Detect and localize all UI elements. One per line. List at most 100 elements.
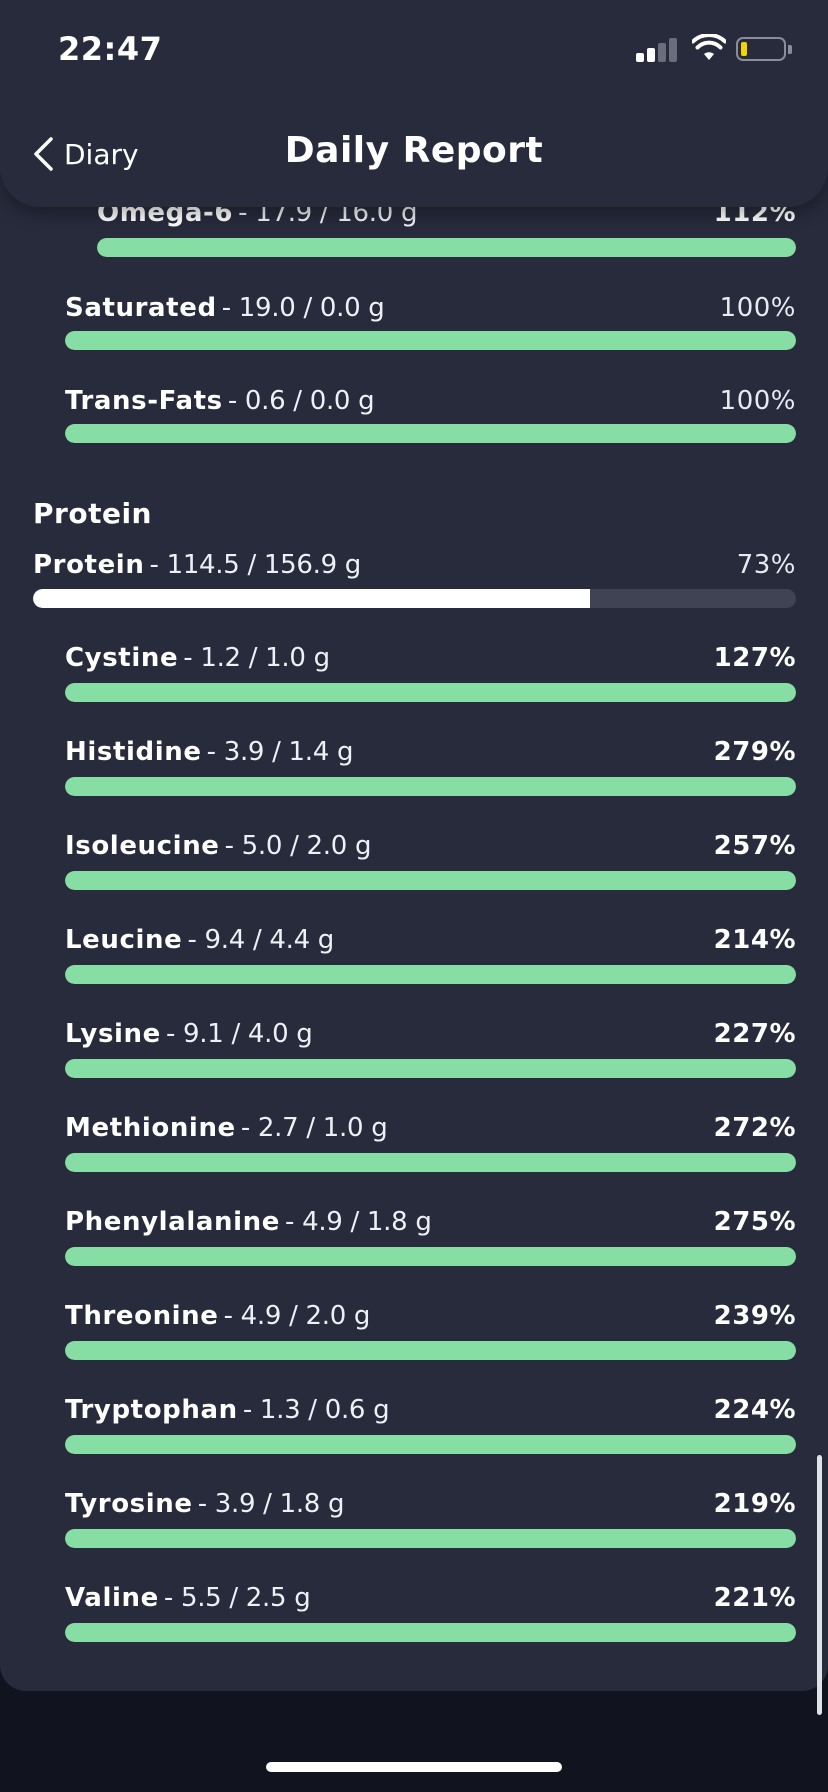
progress-bar	[65, 1341, 796, 1360]
nutrient-name: Isoleucine	[65, 831, 220, 861]
header: 22:47 Diary Daily Report	[0, 0, 828, 207]
progress-bar	[65, 1529, 796, 1548]
progress-fill	[65, 424, 796, 443]
wifi-icon	[692, 34, 726, 60]
nutrient-name: Tyrosine	[65, 1489, 193, 1519]
nutrient-name: Histidine	[65, 737, 202, 767]
nutrient-percent: 224%	[713, 1395, 796, 1425]
nutrient-percent: 275%	[713, 1207, 796, 1237]
progress-bar	[65, 424, 796, 443]
home-indicator[interactable]	[266, 1762, 562, 1772]
nutrient-row-cystine[interactable]: Cystine - 1.2 / 1.0 g 127%	[65, 643, 796, 702]
nutrient-row-tyrosine[interactable]: Tyrosine - 3.9 / 1.8 g 219%	[65, 1489, 796, 1548]
page-title: Daily Report	[284, 130, 544, 171]
nutrient-row-saturated[interactable]: Saturated - 19.0 / 0.0 g 100%	[65, 293, 796, 350]
nutrient-name: Valine	[65, 1583, 159, 1613]
back-label: Diary	[64, 137, 139, 171]
progress-fill	[65, 1059, 796, 1078]
progress-bar	[97, 238, 796, 257]
nutrient-amount: - 1.3 / 0.6 g	[242, 1395, 390, 1425]
nutrient-name: Leucine	[65, 925, 183, 955]
progress-fill	[65, 965, 796, 984]
section-title-protein: Protein	[33, 497, 152, 530]
battery-icon	[736, 37, 786, 61]
nutrient-row-lysine[interactable]: Lysine - 9.1 / 4.0 g 227%	[65, 1019, 796, 1078]
progress-bar	[33, 589, 796, 608]
nutrient-percent: 214%	[713, 925, 796, 955]
progress-fill	[65, 1435, 796, 1454]
nutrient-amount: - 5.0 / 2.0 g	[224, 831, 372, 861]
progress-fill	[65, 1529, 796, 1548]
nutrient-percent: 279%	[713, 737, 796, 767]
progress-bar	[65, 1435, 796, 1454]
nutrient-name: Protein	[33, 550, 145, 580]
nutrient-amount: - 1.2 / 1.0 g	[183, 643, 330, 673]
nutrient-row-tryptophan[interactable]: Tryptophan - 1.3 / 0.6 g 224%	[65, 1395, 796, 1454]
progress-bar	[65, 331, 796, 350]
nutrient-amount: - 4.9 / 1.8 g	[285, 1207, 432, 1237]
progress-fill	[65, 1341, 796, 1360]
report-card: Omega-6 - 17.9 / 16.0 g 112% Saturated -…	[0, 0, 828, 1691]
progress-bar	[65, 683, 796, 702]
progress-bar	[65, 1247, 796, 1266]
progress-bar	[65, 1059, 796, 1078]
progress-fill	[97, 238, 796, 257]
progress-bar	[65, 1623, 796, 1642]
nutrient-percent: 227%	[713, 1019, 796, 1049]
nutrient-percent: 221%	[713, 1583, 796, 1613]
nutrient-amount: - 4.9 / 2.0 g	[223, 1301, 371, 1331]
nutrient-percent: 73%	[736, 550, 796, 580]
nutrient-percent: 239%	[713, 1301, 796, 1331]
nutrient-amount: - 2.7 / 1.0 g	[240, 1113, 388, 1143]
progress-fill	[33, 589, 590, 608]
nutrient-name: Tryptophan	[65, 1395, 238, 1425]
nutrient-amount: - 9.1 / 4.0 g	[165, 1019, 313, 1049]
nutrient-amount: - 3.9 / 1.4 g	[206, 737, 354, 767]
scrollbar[interactable]	[817, 1455, 822, 1715]
nutrient-row-methionine[interactable]: Methionine - 2.7 / 1.0 g 272%	[65, 1113, 796, 1172]
nutrient-row-histidine[interactable]: Histidine - 3.9 / 1.4 g 279%	[65, 737, 796, 796]
progress-bar	[65, 965, 796, 984]
nutrient-row-protein[interactable]: Protein - 114.5 / 156.9 g 73%	[33, 550, 796, 608]
nutrient-amount: - 19.0 / 0.0 g	[221, 293, 385, 323]
progress-fill	[65, 871, 796, 890]
nutrient-amount: - 114.5 / 156.9 g	[149, 550, 362, 580]
nutrient-name: Saturated	[65, 293, 217, 323]
progress-fill	[65, 777, 796, 796]
nutrient-row-trans-fats[interactable]: Trans-Fats - 0.6 / 0.0 g 100%	[65, 386, 796, 443]
nutrient-row-isoleucine[interactable]: Isoleucine - 5.0 / 2.0 g 257%	[65, 831, 796, 890]
nutrient-percent: 127%	[713, 643, 796, 673]
nutrient-percent: 257%	[713, 831, 796, 861]
status-icons	[636, 34, 796, 64]
nutrient-name: Cystine	[65, 643, 179, 673]
back-button[interactable]: Diary	[32, 132, 139, 176]
nutrient-name: Threonine	[65, 1301, 219, 1331]
nutrient-name: Phenylalanine	[65, 1207, 280, 1237]
progress-fill	[65, 1623, 796, 1642]
nutrient-amount: - 0.6 / 0.0 g	[227, 386, 375, 416]
nutrient-row-phenylalanine[interactable]: Phenylalanine - 4.9 / 1.8 g 275%	[65, 1207, 796, 1266]
progress-bar	[65, 871, 796, 890]
nutrient-name: Lysine	[65, 1019, 161, 1049]
nutrient-percent: 100%	[719, 386, 796, 416]
progress-fill	[65, 1153, 796, 1172]
progress-fill	[65, 683, 796, 702]
nutrient-percent: 100%	[719, 293, 796, 323]
nutrient-row-valine[interactable]: Valine - 5.5 / 2.5 g 221%	[65, 1583, 796, 1642]
nutrient-amount: - 9.4 / 4.4 g	[187, 925, 334, 955]
nutrient-percent: 219%	[713, 1489, 796, 1519]
chevron-left-icon	[34, 137, 53, 171]
nutrient-row-leucine[interactable]: Leucine - 9.4 / 4.4 g 214%	[65, 925, 796, 984]
progress-bar	[65, 1153, 796, 1172]
nutrient-name: Methionine	[65, 1113, 236, 1143]
status-time: 22:47	[58, 30, 163, 68]
cellular-signal-icon	[636, 38, 680, 62]
nutrient-name: Trans-Fats	[65, 386, 223, 416]
nutrient-amount: - 5.5 / 2.5 g	[163, 1583, 311, 1613]
nutrient-amount: - 3.9 / 1.8 g	[197, 1489, 345, 1519]
nutrient-percent: 272%	[713, 1113, 796, 1143]
progress-fill	[65, 331, 796, 350]
progress-bar	[65, 777, 796, 796]
nutrient-row-threonine[interactable]: Threonine - 4.9 / 2.0 g 239%	[65, 1301, 796, 1360]
